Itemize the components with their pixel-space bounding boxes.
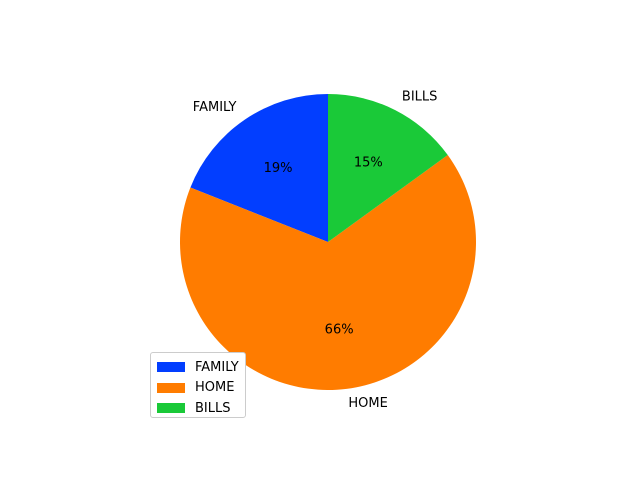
slice-percent-bills: 15% — [354, 155, 383, 170]
legend-label-home: HOME — [195, 380, 235, 396]
legend-swatch-home — [157, 382, 185, 393]
legend-swatch-bills — [157, 403, 185, 414]
pie-slice-home — [180, 155, 477, 391]
legend-entry-bills: BILLS — [157, 398, 239, 419]
slice-label-bills: BILLS — [402, 89, 438, 104]
slice-percent-home: 66% — [325, 323, 354, 338]
slice-label-family: FAMILY — [193, 100, 237, 115]
legend-entry-home: HOME — [157, 378, 239, 399]
legend-label-family: FAMILY — [195, 359, 239, 375]
legend-swatch-family — [157, 362, 185, 373]
chart-legend: FAMILY HOME BILLS — [150, 352, 246, 418]
pie-slice-bills — [328, 94, 448, 242]
slice-label-home: HOME — [348, 396, 387, 411]
pie-slice-family — [190, 94, 328, 242]
legend-label-bills: BILLS — [195, 400, 231, 416]
slice-percent-family: 19% — [264, 161, 293, 176]
legend-entry-family: FAMILY — [157, 357, 239, 378]
